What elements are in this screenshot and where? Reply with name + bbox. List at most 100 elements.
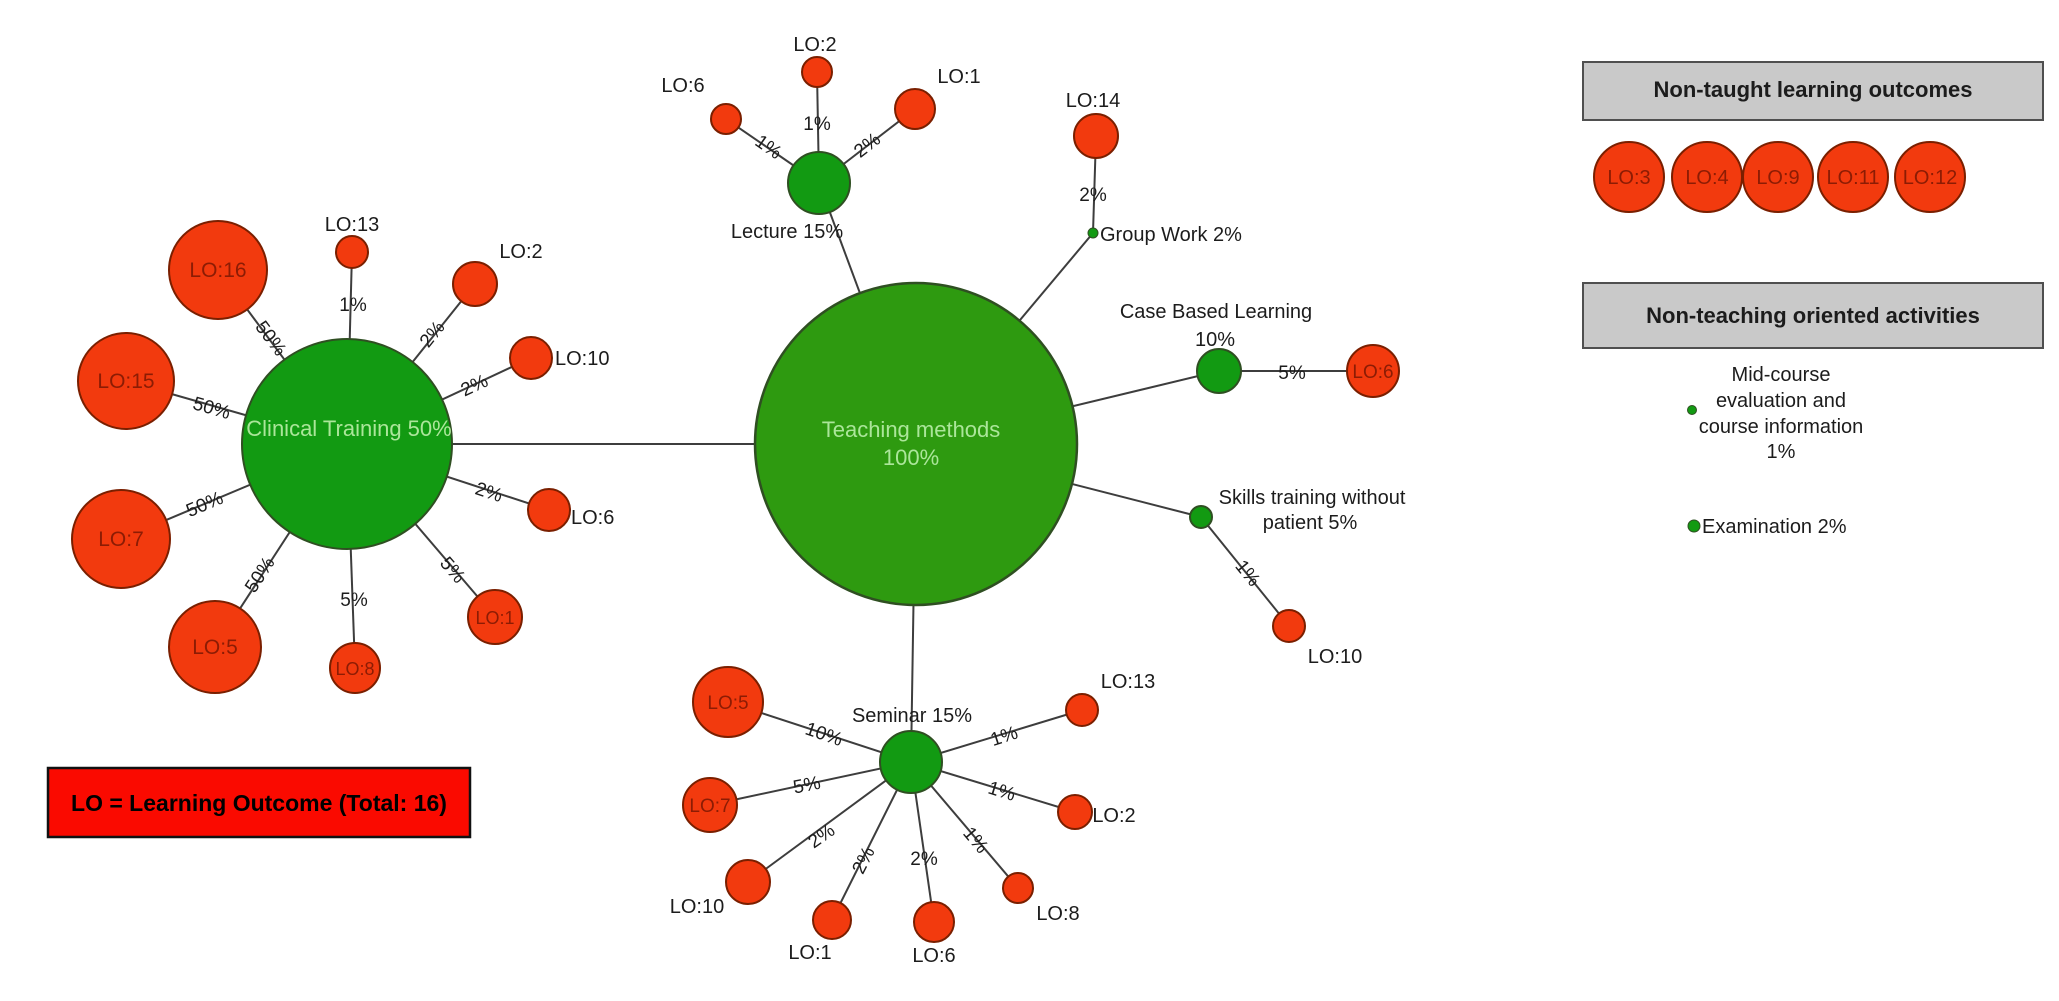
edge-label-c15: 50%	[190, 393, 232, 424]
teaching-label-line2: 100%	[883, 445, 939, 470]
node-label-lo6: LO:6	[571, 507, 614, 529]
node-c1	[467, 589, 523, 645]
examination-label: Examination 2%	[1702, 516, 1847, 538]
node-s6	[913, 901, 955, 943]
node-c15	[77, 332, 175, 430]
non-taught-circle-lo-9	[1742, 141, 1814, 213]
non-taught-circle-lo-12	[1894, 141, 1966, 213]
node-label-lo8: LO:8	[335, 659, 374, 679]
non-teaching-header: Non-teaching oriented activities	[1646, 303, 1980, 328]
node-label-lo5: LO:5	[192, 636, 238, 659]
non-taught-circle-label: LO:4	[1685, 167, 1728, 189]
edge-label-l6: 1%	[751, 131, 786, 164]
edge-label-s7: 5%	[791, 773, 822, 799]
mid-course-line: evaluation and	[1716, 390, 1846, 412]
node-label-lo13: LO:13	[325, 214, 379, 236]
node-skills	[1189, 505, 1213, 529]
node-s10	[725, 859, 771, 905]
node-seminar	[879, 730, 943, 794]
legend-box	[46, 766, 472, 839]
node-cbl	[1196, 348, 1242, 394]
non-taught-circle-lo-11	[1817, 141, 1889, 213]
node-cbl6	[1346, 344, 1400, 398]
node-label-sem-lo8: LO:8	[1036, 903, 1079, 925]
edge-label-c7: 50%	[183, 488, 226, 522]
edge-seminar-s10	[747, 761, 912, 883]
node-l2	[801, 56, 833, 88]
mid-course-line: Mid-course	[1732, 364, 1831, 386]
edge-label-l2: 1%	[803, 114, 831, 135]
edge-label-c6: 2%	[472, 479, 505, 507]
node-label-lo1: LO:1	[475, 608, 514, 628]
edge-label-lo14: 2%	[1079, 185, 1107, 206]
node-label-lec-lo2: LO:2	[793, 34, 836, 56]
node-s8	[1002, 872, 1034, 904]
panel-non-taught: Non-taught learning outcomes LO:3 LO:4 LO:…	[1582, 61, 2044, 213]
node-c5	[168, 600, 262, 694]
node-s5	[692, 666, 764, 738]
node-label-lo7: LO:7	[98, 528, 144, 551]
nodes-layer	[71, 56, 1400, 943]
legend: LO = Learning Outcome (Total: 16)	[46, 766, 472, 839]
edge-label-s6: 2%	[910, 849, 938, 870]
groupwork-label: Group Work 2%	[1100, 224, 1242, 246]
non-taught-circle-label: LO:12	[1903, 167, 1957, 189]
cbl-label-line1: Case Based Learning	[1120, 301, 1312, 323]
edge-label-s5: 10%	[802, 719, 845, 751]
edge-label-sk10: 1%	[1230, 556, 1264, 591]
node-label-lo10: LO:10	[555, 348, 609, 370]
edge-seminar-s7	[709, 761, 912, 806]
node-label-sem-lo6: LO:6	[912, 945, 955, 967]
lecture-label: Lecture 15%	[731, 221, 844, 243]
edge-label-c8: 5%	[340, 590, 368, 611]
edge-label-c5: 50%	[241, 553, 279, 596]
cbl-label-line2: 10%	[1195, 329, 1235, 351]
node-clinical	[241, 338, 453, 550]
node-c7	[71, 489, 171, 589]
node-label-skl-lo10: LO:10	[1308, 646, 1362, 668]
skills-label-line2: patient 5%	[1263, 512, 1358, 534]
node-label-cbl-lo6: LO:6	[1352, 362, 1393, 383]
node-label-sem-lo7: LO:7	[689, 796, 730, 817]
legend-text: LO = Learning Outcome (Total: 16)	[71, 790, 447, 816]
node-l1	[894, 88, 936, 130]
panel-non-teaching: Non-teaching oriented activities Mid-cou…	[1582, 282, 2044, 538]
node-c8	[329, 642, 381, 694]
node-label-sem-lo10: LO:10	[670, 896, 724, 918]
node-lo14	[1073, 113, 1119, 159]
node-c2	[452, 261, 498, 307]
node-label-lec-lo1: LO:1	[937, 66, 980, 88]
edge-label-s2: 1%	[985, 778, 1018, 806]
node-c10	[509, 336, 553, 380]
edge-label-l1: 2%	[850, 129, 885, 163]
node-label-sem-lo5: LO:5	[707, 693, 748, 714]
clinical-label: Clinical Training 50%	[246, 416, 451, 441]
node-lecture	[787, 151, 851, 215]
non-taught-circles: LO:3 LO:4 LO:9 LO:11 LO:12	[1593, 141, 1966, 213]
node-s2	[1057, 794, 1093, 830]
non-teaching-items: Mid-course evaluation and course informati…	[1687, 364, 1864, 538]
node-label-lo16: LO:16	[189, 259, 246, 282]
node-label-sem-lo13: LO:13	[1101, 671, 1155, 693]
skills-label-line1: Skills training without	[1219, 487, 1406, 509]
non-taught-header-box	[1582, 61, 2044, 121]
node-teaching	[753, 281, 1079, 607]
node-s7	[682, 777, 738, 833]
teaching-label-line1: Teaching methods	[822, 417, 1001, 442]
node-c13	[335, 235, 369, 269]
non-teaching-header-box	[1582, 282, 2044, 349]
edge-label-c1: 5%	[435, 553, 469, 588]
node-c6	[527, 488, 571, 532]
mid-course-line: course information	[1699, 416, 1864, 438]
edge-label-s1: 2%	[849, 843, 880, 877]
non-taught-circle-label: LO:9	[1756, 167, 1799, 189]
node-label-sem-lo2: LO:2	[1092, 805, 1135, 827]
node-label-lo2: LO:2	[499, 241, 542, 263]
edge-label-c16: 50%	[251, 317, 291, 360]
edge-label-c10: 2%	[458, 371, 492, 402]
node-l6	[710, 103, 742, 135]
non-taught-circle-lo-3	[1593, 141, 1665, 213]
node-label-sem-lo1: LO:1	[788, 942, 831, 964]
